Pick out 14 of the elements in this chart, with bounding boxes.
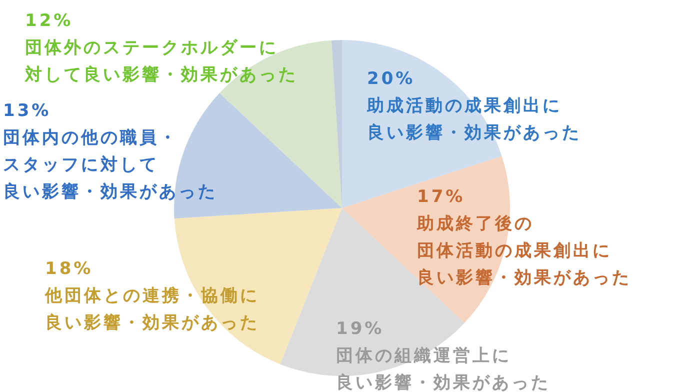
- slice-label: 他団体との連携・協働に良い影響・効果があった: [44, 286, 260, 333]
- data-label: 20%: [367, 69, 416, 89]
- slice-label: 団体外のステークホルダーに対して良い影響・効果があった: [24, 38, 298, 85]
- data-label: 17%: [417, 187, 466, 207]
- pie-slice: [174, 92, 342, 219]
- pie-slice: [220, 40, 342, 208]
- slice-label: 団体内の他の職員・スタッフに対して良い影響・効果があった: [3, 128, 218, 202]
- data-label: 19%: [336, 319, 384, 339]
- data-label: 18%: [45, 259, 94, 279]
- data-label: 13%: [3, 101, 52, 121]
- slice-label: 助成活動の成果創出に良い影響・効果があった: [366, 96, 582, 143]
- slice-label: 団体の組織運営上に良い影響・効果があった: [336, 346, 550, 392]
- slice-label: 助成終了後の団体活動の成果創出に良い影響・効果があった: [416, 214, 632, 288]
- data-label: 12%: [25, 11, 74, 31]
